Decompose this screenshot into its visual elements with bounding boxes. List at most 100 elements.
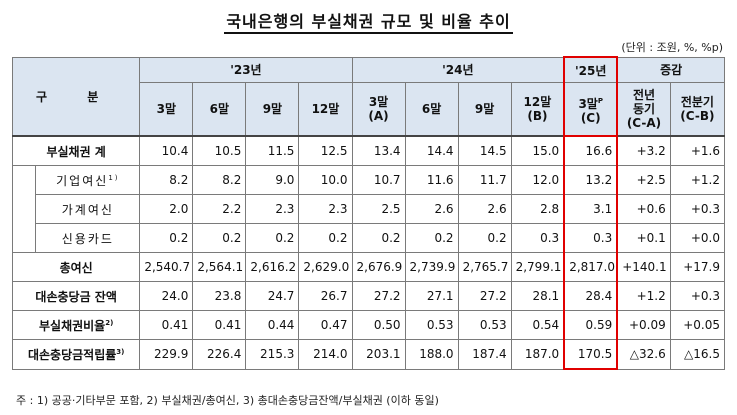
table-cell: 12.5 <box>298 135 353 166</box>
row-label: 총여신 <box>11 252 141 282</box>
row-label: 가계여신 <box>35 194 141 224</box>
table-row: 신용카드 0.2 0.2 0.2 0.2 0.2 0.2 0.2 0.3 0.3 +0.1 +0.0 <box>11 223 726 253</box>
table-cell: +0.05 <box>669 310 726 340</box>
header-row-years: 구 분 '23년 '24년 '25년 증감 <box>11 56 726 137</box>
table-cell: 0.2 <box>139 223 194 253</box>
table-cell: 215.3 <box>245 339 300 370</box>
table-cell: 24.0 <box>139 281 194 311</box>
table-cell: 27.2 <box>351 281 406 311</box>
table-cell: 2,616.2 <box>245 252 300 282</box>
table-cell: 0.53 <box>404 310 459 340</box>
table-cell: 2,765.7 <box>457 252 512 282</box>
table-cell: 28.4 <box>563 281 619 311</box>
row-indent <box>11 165 36 195</box>
table-cell: 0.3 <box>563 223 619 253</box>
table-cell: 0.53 <box>457 310 512 340</box>
table-cell: 2,799.1 <box>510 252 565 282</box>
table-cell: +0.3 <box>669 194 726 224</box>
table-cell: +140.1 <box>616 252 671 282</box>
table-cell: 0.54 <box>510 310 565 340</box>
table-cell: 11.6 <box>404 165 459 195</box>
table-cell: 10.4 <box>139 135 194 166</box>
table-row: 총여신 2,540.7 2,564.1 2,616.2 2,629.0 2,676.9 2,… <box>11 252 726 282</box>
table-cell: 10.5 <box>192 135 247 166</box>
table-cell: 11.5 <box>245 135 300 166</box>
table-cell: 187.4 <box>457 339 512 370</box>
npl-table: 구 분 '23년 '24년 '25년 증감 3말 6말 9말 12말 3말 (A… <box>11 56 726 370</box>
table-row: 부실채권비율2) 0.41 0.41 0.44 0.47 0.50 0.53 0.53 0.54… <box>11 310 726 340</box>
table-cell: +0.0 <box>669 223 726 253</box>
unit-label: (단위 : 조원, %, %p) <box>621 41 723 54</box>
header-q24-4: 12말 (B) <box>510 82 565 137</box>
table-cell: +0.1 <box>616 223 671 253</box>
table-cell: 13.2 <box>563 165 619 195</box>
table-cell: 2.3 <box>245 194 300 224</box>
table-title: 국내은행의 부실채권 규모 및 비율 추이 <box>0 8 737 34</box>
header-qoq: 전분기 (C-B) <box>669 82 726 137</box>
header-q23-2: 6말 <box>192 82 247 137</box>
row-label: 기업여신1) <box>35 165 141 195</box>
header-year-23: '23년 <box>139 56 353 83</box>
header-yoy: 전년 동기 (C-A) <box>616 82 671 137</box>
table-cell: 187.0 <box>510 339 565 370</box>
table-cell: 2,540.7 <box>139 252 194 282</box>
table-row: 부실채권 계 10.4 10.5 11.5 12.5 13.4 14.4 14.5 15.0 16… <box>11 135 726 166</box>
table-cell: 0.50 <box>351 310 406 340</box>
table-cell: 28.1 <box>510 281 565 311</box>
table-cell: 8.2 <box>139 165 194 195</box>
row-indent <box>11 194 36 224</box>
table-row: 가계여신 2.0 2.2 2.3 2.3 2.5 2.6 2.6 2.8 3.1 +0.6 +0.3 <box>11 194 726 224</box>
table-cell: 2,676.9 <box>351 252 406 282</box>
table-cell: +0.3 <box>669 281 726 311</box>
table-cell: 2.0 <box>139 194 194 224</box>
table-cell: 2,629.0 <box>298 252 353 282</box>
table-cell: 0.44 <box>245 310 300 340</box>
table-cell: 203.1 <box>351 339 406 370</box>
table-cell: 9.0 <box>245 165 300 195</box>
table-cell: 2,564.1 <box>192 252 247 282</box>
table-cell: 10.0 <box>298 165 353 195</box>
table-cell: 2,739.9 <box>404 252 459 282</box>
table-cell: +0.09 <box>616 310 671 340</box>
table-cell: 23.8 <box>192 281 247 311</box>
table-cell: +1.2 <box>616 281 671 311</box>
table-cell: +2.5 <box>616 165 671 195</box>
header-q23-4: 12말 <box>298 82 353 137</box>
table-cell: 12.0 <box>510 165 565 195</box>
table-cell: 8.2 <box>192 165 247 195</box>
table-cell: 27.2 <box>457 281 512 311</box>
table-row: 대손충당금 잔액 24.0 23.8 24.7 26.7 27.2 27.1 27.2 28.1… <box>11 281 726 311</box>
header-year-24: '24년 <box>351 56 565 83</box>
header-change: 증감 <box>616 56 726 83</box>
header-q24-3: 9말 <box>457 82 512 137</box>
header-year-25: '25년 <box>563 56 619 83</box>
table-row: 기업여신1) 8.2 8.2 9.0 10.0 10.7 11.6 11.7 12.0 13.2 +… <box>11 165 726 195</box>
table-cell: 15.0 <box>510 135 565 166</box>
table-cell: 0.41 <box>139 310 194 340</box>
table-cell: 10.7 <box>351 165 406 195</box>
table-cell: 3.1 <box>563 194 619 224</box>
table-cell: 2.2 <box>192 194 247 224</box>
table-cell: 0.3 <box>510 223 565 253</box>
table-cell: 2.6 <box>404 194 459 224</box>
table-cell: 16.6 <box>563 135 619 166</box>
table-cell: 214.0 <box>298 339 353 370</box>
table-cell: 14.5 <box>457 135 512 166</box>
row-label: 대손충당금적립률3) <box>11 339 141 370</box>
row-label: 신용카드 <box>35 223 141 253</box>
header-q23-1: 3말 <box>139 82 194 137</box>
row-label: 부실채권비율2) <box>11 310 141 340</box>
table-cell: 0.41 <box>192 310 247 340</box>
table-cell: 0.2 <box>457 223 512 253</box>
table-cell: 0.2 <box>298 223 353 253</box>
table-cell: 2,817.0 <box>563 252 619 282</box>
table-row: 대손충당금적립률3) 229.9 226.4 215.3 214.0 203.1 188.0… <box>11 339 726 370</box>
table-cell: 170.5 <box>563 339 619 370</box>
header-q25-1: 3말P (C) <box>563 82 619 137</box>
table-cell: 2.5 <box>351 194 406 224</box>
table-cell: △16.5 <box>669 339 726 370</box>
table-cell: 14.4 <box>404 135 459 166</box>
table-cell: +17.9 <box>669 252 726 282</box>
footnote: 주 : 1) 공공·기타부문 포함, 2) 부실채권/총여신, 3) 총대손충당… <box>16 394 439 407</box>
table-cell: 13.4 <box>351 135 406 166</box>
